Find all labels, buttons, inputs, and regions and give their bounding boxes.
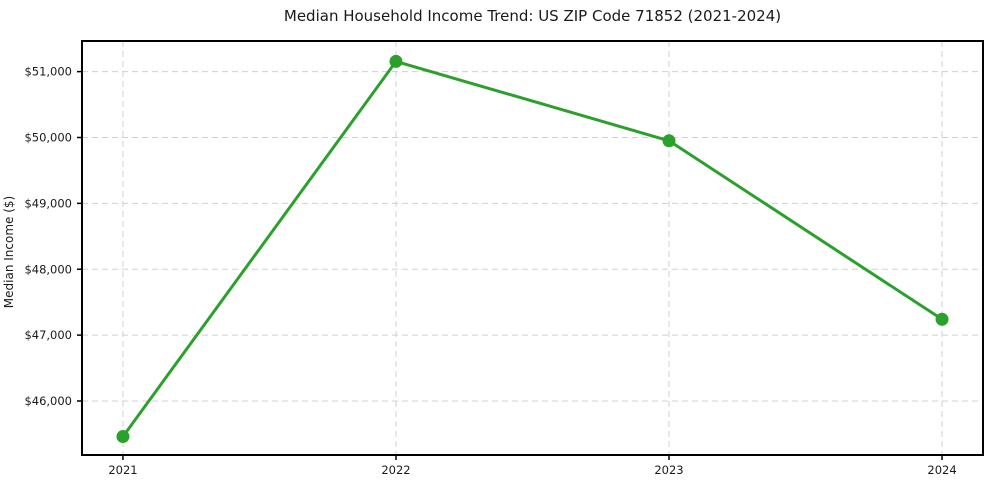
y-tick-label: $47,000: [24, 328, 72, 342]
chart-title: Median Household Income Trend: US ZIP Co…: [283, 7, 782, 25]
y-tick-label: $50,000: [24, 131, 72, 145]
data-point-2023: [662, 134, 676, 148]
y-tick-label: $51,000: [24, 65, 72, 79]
x-tick-label: 2021: [108, 463, 137, 477]
y-tick-label: $48,000: [24, 262, 72, 276]
y-tick-label: $46,000: [24, 394, 72, 408]
x-tick-label: 2023: [654, 463, 683, 477]
plot-border: [81, 40, 984, 456]
x-tick-label: 2024: [927, 463, 956, 477]
trend-line: [121, 59, 944, 439]
x-tick-label: 2022: [381, 463, 410, 477]
data-point-2022: [389, 54, 403, 68]
data-point-2021: [116, 430, 130, 444]
data-point-2024: [935, 312, 949, 326]
y-tick-label: $49,000: [24, 196, 72, 210]
